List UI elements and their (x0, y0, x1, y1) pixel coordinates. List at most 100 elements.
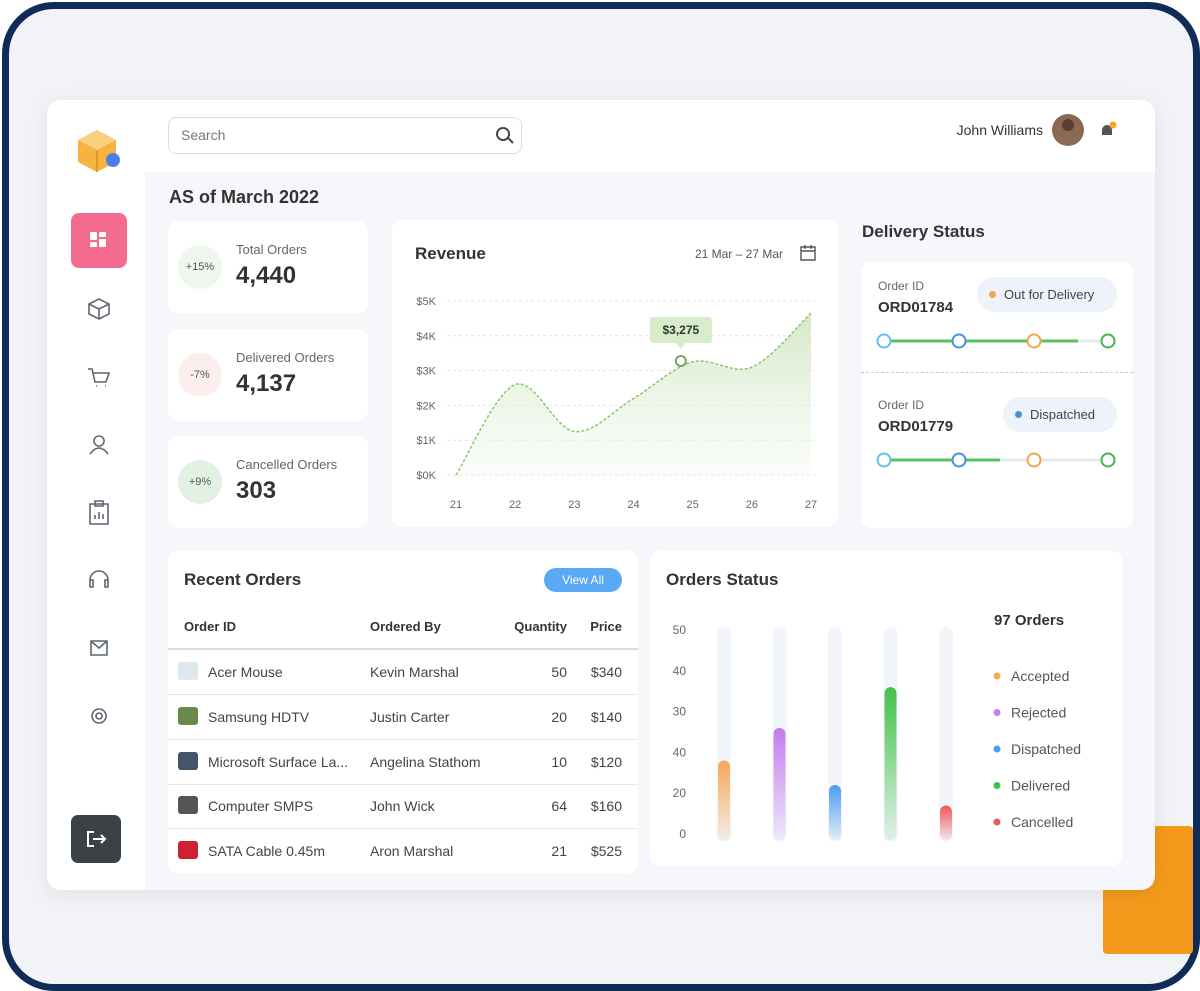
x-tick-label: 23 (568, 499, 580, 511)
product-icon (178, 841, 198, 860)
row-rule (168, 738, 638, 740)
date-range: 21 Mar – 27 Mar (694, 247, 783, 261)
table-cell: 64 (551, 798, 567, 815)
tooltip-pointer (675, 343, 686, 350)
bar-track (939, 627, 953, 842)
tooltip-label: $3,275 (662, 323, 699, 337)
table-cell: Angelina Stathom (370, 753, 481, 770)
recent-orders-title: Recent Orders (184, 570, 302, 589)
table-cell: 10 (551, 753, 567, 770)
delivery-divider (861, 372, 1133, 373)
bar (884, 687, 897, 840)
table-cell: $120 (590, 753, 622, 770)
avatar-face (1062, 119, 1074, 131)
nav-products[interactable] (88, 298, 110, 320)
tooltip-point (674, 355, 687, 368)
header-rule (168, 648, 638, 650)
search-icon[interactable] (496, 127, 514, 144)
nav-settings[interactable] (91, 708, 107, 724)
status-dot (989, 291, 996, 298)
table-cell: $160 (590, 798, 622, 815)
orders-total: 97 Orders (994, 612, 1065, 629)
nav-support[interactable] (89, 570, 109, 588)
table-cell: $525 (590, 843, 622, 860)
order-id: ORD01784 (878, 299, 954, 316)
x-tick-label: 21 (450, 499, 462, 511)
row-rule (168, 694, 638, 695)
x-tick-label: 25 (687, 499, 699, 511)
row-rule (168, 783, 638, 785)
legend-label: Dispatched (1011, 741, 1081, 757)
bar (940, 805, 952, 840)
table-cell: $140 (590, 708, 622, 725)
table-cell: Aron Marshal (370, 843, 454, 860)
product-icon (178, 706, 198, 725)
y-tick-label: 50 (673, 623, 687, 637)
x-tick-label: 22 (509, 499, 521, 511)
y-tick-label: 40 (673, 664, 687, 678)
tooltip-box (649, 317, 712, 344)
nav-orders[interactable] (88, 368, 111, 387)
product-icon (178, 662, 198, 680)
product-icon (178, 751, 198, 770)
stat-value: 4,137 (236, 369, 297, 397)
table-cell: SATA Cable 0.45m (208, 843, 325, 860)
stat-label: Total Orders (236, 242, 307, 257)
order-id-label: Order ID (878, 398, 925, 412)
bar (718, 760, 730, 840)
search-box[interactable] (168, 117, 522, 154)
y-tick-label: $1K (416, 435, 436, 447)
x-tick-label: 26 (746, 499, 758, 511)
y-tick-label: $4K (416, 331, 436, 343)
product-icon (178, 796, 198, 815)
bar (773, 727, 786, 840)
x-tick-label: 27 (805, 499, 817, 511)
status-text: Out for Delivery (1004, 287, 1095, 302)
revenue-area (456, 313, 811, 475)
legend-dot (993, 818, 1001, 826)
bell-icon[interactable] (1102, 125, 1112, 137)
delivery-title: Delivery Status (862, 222, 985, 241)
row-rule (168, 828, 638, 830)
dashboard-icon (90, 232, 106, 247)
stat-badge: +9% (178, 460, 222, 504)
legend-label: Accepted (1011, 668, 1069, 684)
table-cell: Kevin Marshal (370, 664, 459, 680)
table-cell: Microsoft Surface La... (208, 753, 349, 770)
search-placeholder: Search (181, 127, 226, 143)
legend-dot (993, 672, 1001, 680)
status-dot (1015, 411, 1022, 418)
y-tick-label: 20 (673, 786, 687, 800)
table-cell: Justin Carter (370, 708, 450, 725)
column-header: Order ID (184, 619, 237, 634)
stat-label: Cancelled Orders (236, 457, 338, 472)
column-header: Ordered By (370, 619, 441, 634)
notification-dot (1109, 121, 1117, 129)
x-tick-label: 24 (627, 499, 639, 511)
user-name: John Williams (956, 122, 1043, 138)
column-header: Price (590, 619, 622, 634)
calendar-icon[interactable] (800, 245, 816, 261)
logout-icon (87, 831, 107, 847)
order-id-label: Order ID (878, 279, 925, 293)
nav-reports[interactable] (89, 500, 109, 525)
table-cell: Samsung HDTV (208, 708, 310, 725)
table-cell: 50 (551, 664, 567, 680)
status-pill (977, 277, 1117, 312)
y-tick-label: 40 (673, 745, 687, 759)
y-tick-label: 30 (673, 705, 687, 719)
orders-status-title: Orders Status (666, 570, 779, 589)
order-id: ORD01779 (878, 418, 954, 435)
legend-label: Cancelled (1011, 814, 1073, 830)
nav-customers[interactable] (89, 435, 109, 455)
revenue-line (455, 312, 812, 476)
table-cell: $340 (590, 664, 622, 680)
stat-badge: -7% (178, 352, 222, 397)
stat-badge: +15% (178, 245, 222, 289)
stat-value: 303 (236, 477, 277, 504)
bar (829, 785, 841, 840)
nav-messages[interactable] (90, 640, 108, 656)
view-all-button[interactable]: View All (544, 568, 622, 592)
